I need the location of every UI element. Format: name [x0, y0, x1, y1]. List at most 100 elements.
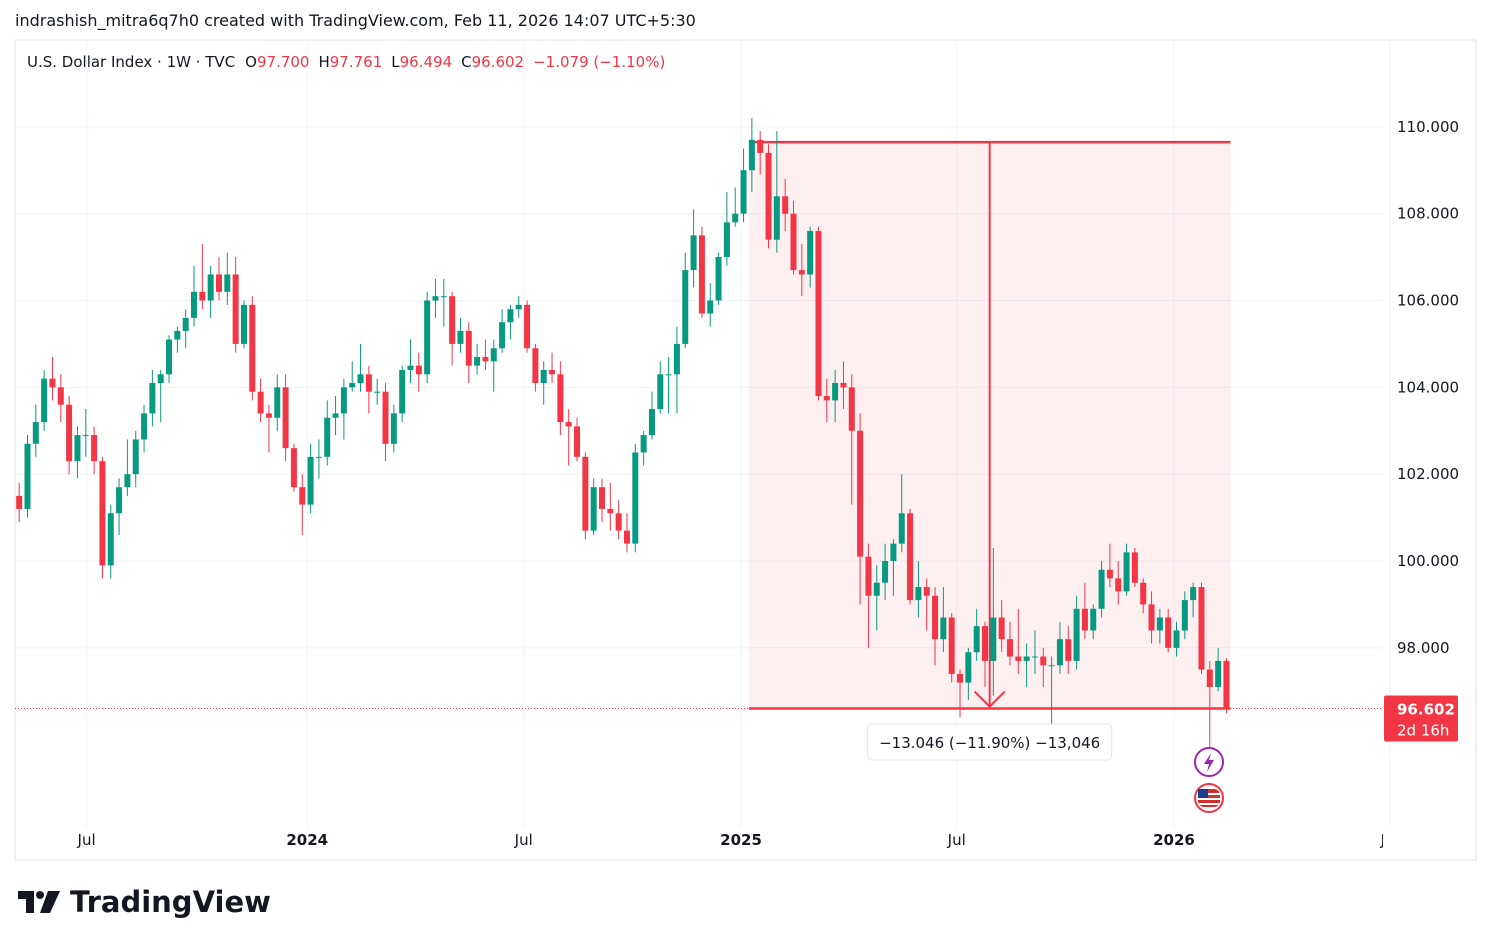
candle-body: [765, 152, 772, 240]
candle-body: [299, 487, 306, 505]
candle-body: [940, 617, 947, 640]
symbol: U.S. Dollar Index · 1W · TVC: [27, 53, 236, 71]
candle-body: [116, 487, 123, 514]
candle-body: [790, 213, 797, 271]
candle-body: [1073, 608, 1080, 661]
candle-body: [141, 413, 148, 440]
candle-body: [182, 317, 189, 331]
candle-body: [1223, 660, 1230, 709]
ohlc-letter: C: [461, 53, 472, 71]
candle-body: [357, 374, 364, 384]
candle-body: [723, 222, 730, 258]
candle-body: [349, 383, 356, 388]
candle-body: [798, 270, 805, 275]
candle-body: [82, 435, 89, 437]
candle-body: [265, 413, 272, 418]
y-tick-label: 104.000: [1397, 378, 1459, 396]
x-tick-label: Jul: [77, 831, 96, 849]
candle-body: [998, 617, 1005, 640]
x-tick-label: 2025: [720, 831, 762, 849]
candle-body: [782, 196, 789, 214]
change: −1.079 (−1.10%): [533, 53, 666, 71]
y-tick-label: 110.000: [1397, 118, 1459, 136]
candle-body: [973, 626, 980, 653]
candle-body: [582, 456, 589, 531]
ohlc-value: 97.761: [329, 53, 383, 71]
candle-body: [74, 435, 81, 462]
candle-body: [307, 456, 314, 505]
ohlc-value: 97.700: [256, 53, 310, 71]
candle-body: [657, 374, 664, 410]
candle-body: [41, 378, 48, 423]
candle-body: [490, 348, 497, 362]
candle-body: [1206, 669, 1213, 687]
candle-body: [698, 235, 705, 314]
candle-body: [224, 274, 231, 292]
candle-body: [673, 343, 680, 375]
candle-body: [1040, 656, 1047, 666]
candle-body: [157, 374, 164, 384]
candle-body: [374, 391, 381, 393]
logo-text: TradingView: [70, 885, 271, 919]
candle-body: [99, 461, 106, 566]
y-tick-label: 98.000: [1397, 639, 1450, 657]
price-label-box: [1384, 695, 1458, 742]
candle-body: [290, 448, 297, 488]
candle-body: [149, 383, 156, 414]
countdown: 2d 16h: [1397, 722, 1449, 740]
candle-body: [1065, 639, 1072, 661]
lightning: [1204, 753, 1214, 772]
candle-body: [557, 374, 564, 423]
candle-body: [857, 430, 864, 557]
y-tick-label: 106.000: [1397, 292, 1459, 310]
candle-body: [91, 435, 98, 462]
candle-body: [382, 391, 389, 444]
candle-body: [232, 274, 239, 344]
x-tick-label: 2024: [286, 831, 328, 849]
candle-body: [540, 369, 547, 384]
candle-body: [191, 291, 198, 318]
candle-body: [1090, 608, 1097, 631]
candle-body: [898, 513, 905, 544]
candle-body: [482, 356, 489, 362]
candle-body: [1190, 587, 1197, 601]
candle-body: [16, 495, 23, 509]
ohlc-value: 96.602: [471, 53, 525, 71]
candle-body: [166, 339, 173, 375]
candle-body: [682, 270, 689, 344]
candle-body: [932, 595, 939, 640]
candle-body: [449, 296, 456, 344]
candle-body: [590, 487, 597, 531]
x-axis: Jul 2024 Jul 2025 Jul 2026 Jul: [77, 831, 1383, 849]
candle-body: [440, 296, 447, 298]
candle-body: [632, 452, 639, 544]
candle-body: [957, 673, 964, 683]
candle-body: [882, 561, 889, 583]
candle-body: [249, 304, 256, 392]
candle-body: [274, 387, 281, 418]
candle-body: [982, 626, 989, 661]
measure-arrowhead: [973, 690, 1006, 708]
candle-body: [407, 365, 414, 370]
candle-body: [1015, 656, 1022, 661]
candle-body: [648, 409, 655, 436]
candle-body: [532, 348, 539, 384]
candle-body: [965, 652, 972, 683]
candle-body: [848, 387, 855, 431]
candle-body: [615, 513, 622, 531]
candle-body: [499, 322, 506, 349]
candle-body: [598, 487, 605, 509]
flag-stripe: [1198, 803, 1220, 805]
logo: TradingView: [18, 885, 271, 919]
measure-label-box: [867, 723, 1113, 761]
candle-body: [840, 383, 847, 388]
plot: [16, 118, 1231, 757]
measure-label: −13.046 (−11.90%) −13,046: [867, 723, 1113, 761]
candle-body: [124, 474, 131, 488]
y-tick-label: 102.000: [1397, 465, 1459, 483]
candle-body: [240, 304, 247, 344]
candle-body: [1215, 660, 1222, 687]
candle-body: [757, 139, 764, 153]
candle-body: [732, 213, 739, 223]
candle-body: [215, 274, 222, 292]
